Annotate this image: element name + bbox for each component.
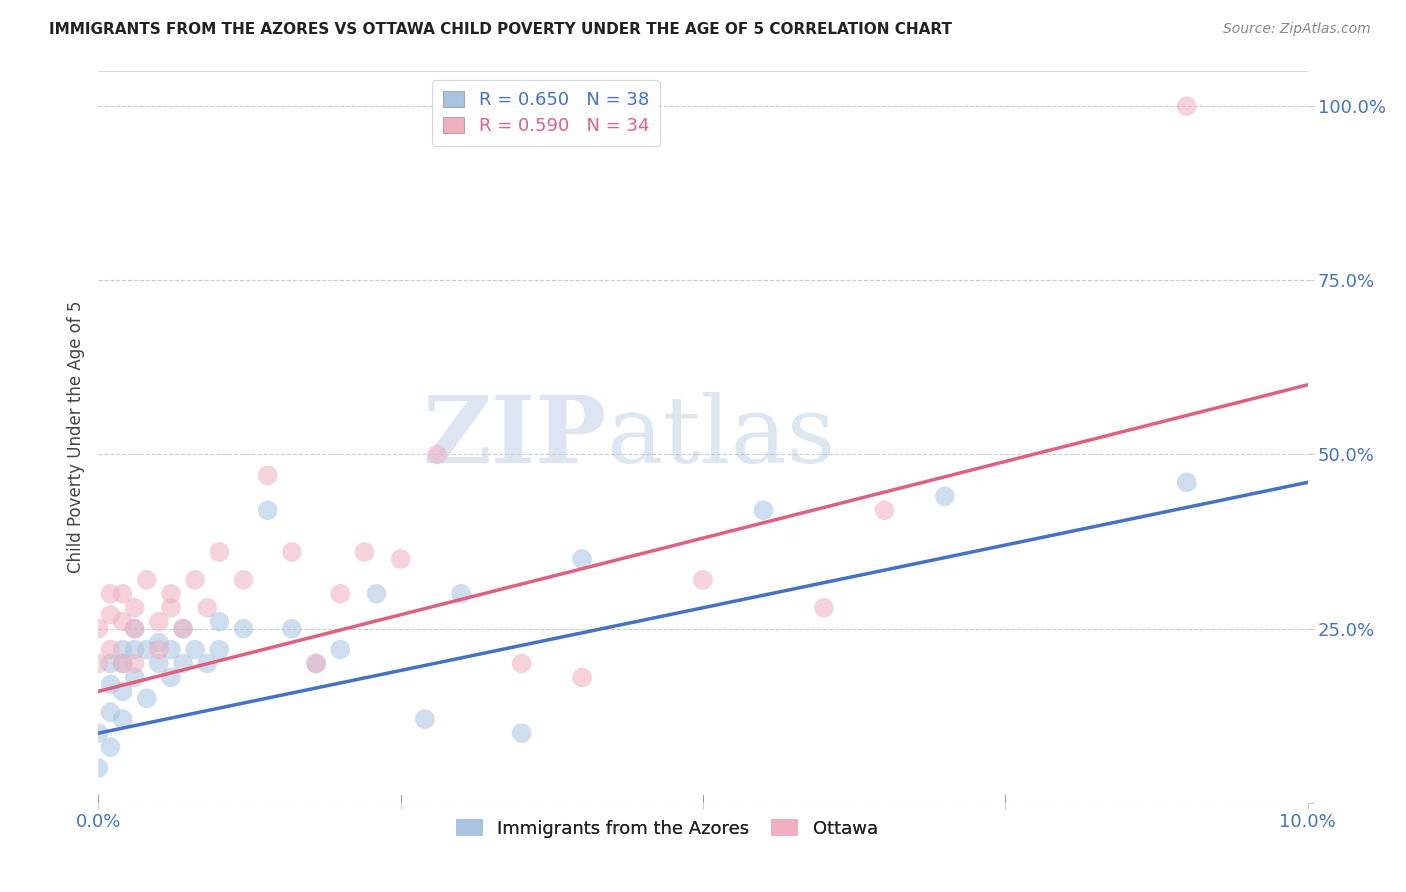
Point — [329, 587, 352, 601]
Legend: Immigrants from the Azores, Ottawa: Immigrants from the Azores, Ottawa — [449, 813, 884, 845]
Point — [148, 615, 170, 629]
Point — [100, 587, 122, 601]
Point — [135, 642, 157, 657]
Text: IMMIGRANTS FROM THE AZORES VS OTTAWA CHILD POVERTY UNDER THE AGE OF 5 CORRELATIO: IMMIGRANTS FROM THE AZORES VS OTTAWA CHI… — [49, 22, 952, 37]
Point — [208, 615, 231, 629]
Point — [873, 503, 896, 517]
Point — [111, 657, 134, 671]
Point — [160, 642, 183, 657]
Point — [87, 761, 110, 775]
Point — [111, 657, 134, 671]
Point — [571, 552, 593, 566]
Point — [208, 642, 231, 657]
Point — [305, 657, 328, 671]
Point — [426, 448, 449, 462]
Point — [195, 600, 218, 615]
Point — [124, 622, 146, 636]
Text: ZIP: ZIP — [422, 392, 606, 482]
Y-axis label: Child Poverty Under the Age of 5: Child Poverty Under the Age of 5 — [66, 301, 84, 574]
Point — [100, 677, 122, 691]
Point — [100, 607, 122, 622]
Point — [100, 642, 122, 657]
Point — [329, 642, 352, 657]
Point — [87, 726, 110, 740]
Point — [208, 545, 231, 559]
Point — [510, 657, 533, 671]
Point — [934, 489, 956, 503]
Point — [100, 705, 122, 719]
Point — [571, 670, 593, 684]
Point — [124, 670, 146, 684]
Point — [813, 600, 835, 615]
Point — [232, 573, 254, 587]
Point — [281, 622, 304, 636]
Point — [281, 545, 304, 559]
Point — [172, 622, 194, 636]
Point — [692, 573, 714, 587]
Point — [413, 712, 436, 726]
Point — [111, 684, 134, 698]
Point — [135, 691, 157, 706]
Point — [160, 600, 183, 615]
Point — [135, 573, 157, 587]
Point — [450, 587, 472, 601]
Point — [172, 657, 194, 671]
Point — [124, 657, 146, 671]
Point — [87, 657, 110, 671]
Point — [1175, 475, 1198, 490]
Point — [87, 622, 110, 636]
Point — [184, 642, 207, 657]
Point — [160, 587, 183, 601]
Point — [124, 600, 146, 615]
Point — [232, 622, 254, 636]
Point — [1175, 99, 1198, 113]
Point — [256, 468, 278, 483]
Point — [111, 587, 134, 601]
Point — [752, 503, 775, 517]
Text: Source: ZipAtlas.com: Source: ZipAtlas.com — [1223, 22, 1371, 37]
Point — [256, 503, 278, 517]
Point — [111, 615, 134, 629]
Point — [124, 642, 146, 657]
Point — [148, 657, 170, 671]
Text: atlas: atlas — [606, 392, 835, 482]
Point — [195, 657, 218, 671]
Point — [100, 740, 122, 755]
Point — [111, 712, 134, 726]
Point — [366, 587, 388, 601]
Point — [510, 726, 533, 740]
Point — [305, 657, 328, 671]
Point — [184, 573, 207, 587]
Point — [124, 622, 146, 636]
Point — [353, 545, 375, 559]
Point — [389, 552, 412, 566]
Point — [111, 642, 134, 657]
Point — [100, 657, 122, 671]
Point — [148, 642, 170, 657]
Point — [172, 622, 194, 636]
Point — [160, 670, 183, 684]
Point — [148, 635, 170, 649]
